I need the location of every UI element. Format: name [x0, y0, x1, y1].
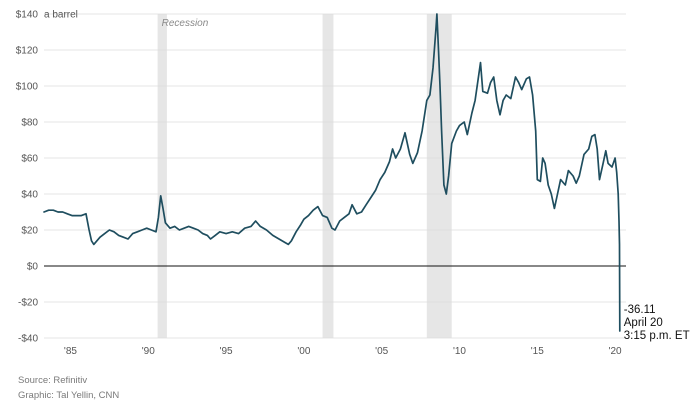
x-tick-label: '20: [609, 346, 622, 357]
annotation-line-2: 3:15 p.m. ET: [624, 330, 690, 342]
y-axis-tick-labels: $140 $120 $100 $80 $60 $40 $20 $0 -$20 -$40: [16, 10, 39, 345]
x-tick-label: '10: [453, 346, 466, 357]
x-tick-label: '15: [531, 346, 544, 357]
recession-bands: [157, 14, 452, 338]
graphic-credit: Graphic: Tal Yellin, CNN: [18, 390, 120, 401]
recession-band-0: [157, 14, 167, 338]
y-tick-label: $0: [27, 262, 39, 273]
y-tick-label: -$20: [18, 298, 38, 309]
y-tick-label: -$40: [18, 334, 38, 345]
gridlines: [44, 13, 626, 339]
recession-label: Recession: [162, 18, 209, 29]
y-tick-label: $100: [16, 82, 39, 93]
recession-band-1: [322, 14, 334, 338]
price-series: [43, 13, 621, 332]
x-tick-label: '85: [64, 346, 77, 357]
x-axis-tick-labels: '85 '90 '95 '00 '05 '10 '15 '20: [64, 346, 622, 357]
y-tick-label: $80: [21, 118, 38, 129]
y-tick-label: $40: [21, 190, 38, 201]
annotation-line-1: April 20: [624, 317, 663, 329]
x-tick-label: '05: [375, 346, 388, 357]
x-tick-label: '95: [220, 346, 233, 357]
x-tick-label: '90: [142, 346, 155, 357]
price-line-0: [43, 13, 621, 332]
y-tick-label: $120: [16, 46, 39, 57]
source-credit: Source: Refinitiv: [18, 375, 88, 386]
annotation-line-0: -36.11: [624, 304, 656, 316]
y-tick-label: $60: [21, 154, 38, 165]
y-tick-label: $140: [16, 10, 39, 21]
x-tick-label: '00: [297, 346, 310, 357]
y-tick-label: $20: [21, 226, 38, 237]
y-axis-unit-label: a barrel: [44, 10, 78, 21]
